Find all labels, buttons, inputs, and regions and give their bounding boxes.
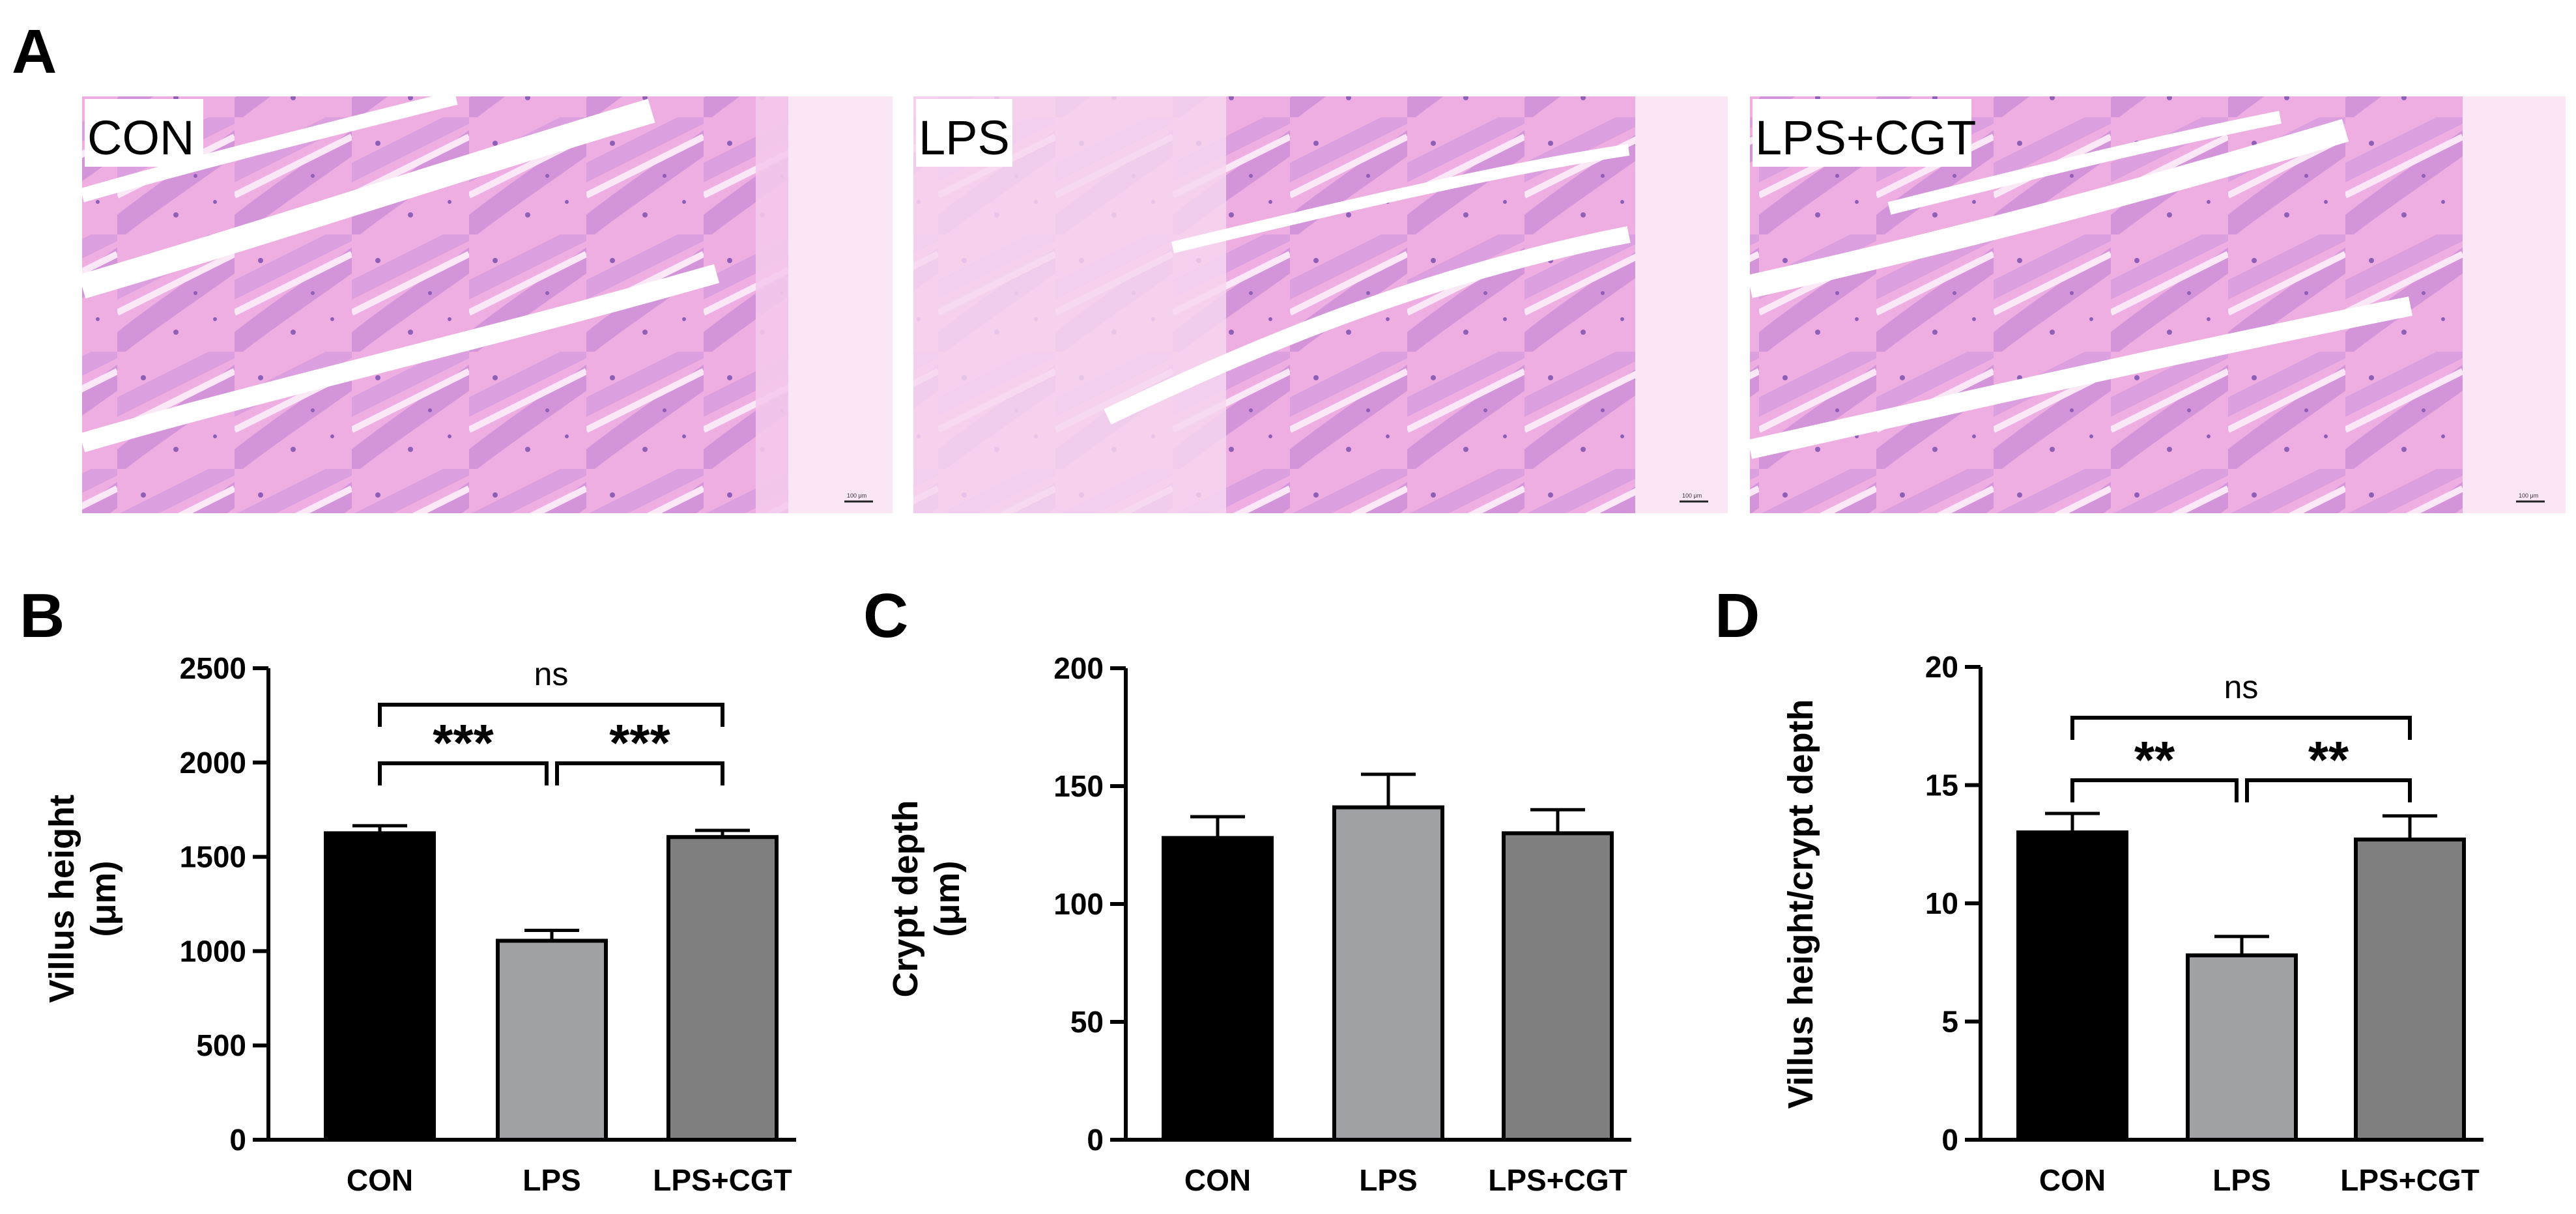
category-label: CON (347, 1163, 413, 1197)
y-axis-label: Villus height (42, 795, 81, 1003)
significance-bracket (2245, 778, 2412, 802)
micrograph-label-lps: LPS (919, 111, 1010, 165)
significance-bracket (2070, 778, 2239, 802)
chart-crypt-depth: 0 50 100 150 200 Crypt depth (μm) CON LPS LPS+CGT (886, 651, 1631, 1197)
panel-letter-c: C (863, 581, 908, 651)
category-label: LPS+CGT (1488, 1163, 1627, 1197)
bar-lps-cgt (2354, 837, 2466, 1142)
category-label: LPS+CGT (653, 1163, 792, 1197)
ns-label: ns (534, 656, 569, 692)
chart-villus-crypt-ratio: 0 5 10 15 20 Villus height/crypt depth CON LPS L… (1781, 650, 2483, 1197)
panel-letter-b: B (20, 581, 64, 651)
y-tick-label: 20 (1925, 650, 1958, 684)
y-tick-label: 5 (1941, 1005, 1958, 1039)
significance-bracket (378, 703, 724, 727)
micrograph-lps: LPS 100 μm (913, 96, 1728, 513)
y-tick-label: 1000 (180, 934, 246, 968)
significance-bracket (2070, 716, 2412, 740)
y-tick-label: 200 (1053, 651, 1104, 685)
y-axis-label: Villus height/crypt depth (1781, 699, 1820, 1108)
micrograph-con: CON 100 μm (78, 91, 893, 513)
category-label: LPS+CGT (2340, 1163, 2479, 1197)
y-axis-label: Crypt depth (886, 800, 925, 998)
panel-letter-d: D (1715, 581, 1760, 651)
bar-lps (2186, 953, 2298, 1142)
y-tick-label: 15 (1925, 769, 1958, 802)
category-label: LPS (2212, 1163, 2270, 1197)
y-axis-label: (μm) (928, 860, 967, 937)
significance-stars: ** (2134, 731, 2175, 789)
y-tick-label: 2500 (180, 651, 246, 685)
significance-stars: ** (2308, 731, 2349, 789)
micrograph-label-con: CON (87, 111, 194, 165)
bar-lps-cgt (1502, 831, 1614, 1142)
y-tick-label: 2000 (180, 746, 246, 780)
significance-stars: *** (609, 714, 670, 772)
significance-bracket (555, 761, 724, 785)
significance-bracket (378, 761, 549, 785)
y-axis-label: (μm) (84, 860, 123, 937)
scale-bar-label-con: 100 μm (847, 492, 866, 499)
significance-stars: *** (433, 714, 494, 772)
chart-villus-height: 0 500 1000 1500 2000 2500 Villus height (μm) CON… (42, 651, 796, 1197)
ns-label: ns (2224, 669, 2259, 705)
bar-lps (1332, 805, 1444, 1142)
y-tick-label: 0 (1941, 1123, 1958, 1157)
y-tick-label: 0 (229, 1123, 246, 1157)
y-tick-label: 500 (196, 1028, 246, 1062)
scale-bar-label-lps: 100 μm (1682, 492, 1702, 499)
category-label: LPS (1359, 1163, 1417, 1197)
category-label: CON (2039, 1163, 2106, 1197)
y-tick-label: 50 (1070, 1005, 1104, 1039)
micrograph-lps-cgt: LPS+CGT 100 μm (1747, 96, 2566, 513)
y-tick-label: 150 (1053, 769, 1104, 803)
y-tick-label: 1500 (180, 840, 246, 874)
bar-con (324, 831, 436, 1142)
bar-lps-cgt (666, 835, 779, 1142)
scale-bar-label-lps-cgt: 100 μm (2519, 492, 2538, 499)
y-tick-label: 100 (1053, 887, 1104, 921)
panel-letter-a: A (12, 17, 57, 87)
bar-lps (496, 939, 608, 1142)
micrograph-label-lps-cgt: LPS+CGT (1755, 111, 1976, 165)
bar-con (1162, 836, 1274, 1142)
bar-con (2016, 830, 2128, 1142)
category-label: LPS (522, 1163, 580, 1197)
y-tick-label: 10 (1925, 886, 1958, 920)
y-tick-label: 0 (1087, 1123, 1104, 1157)
category-label: CON (1184, 1163, 1251, 1197)
